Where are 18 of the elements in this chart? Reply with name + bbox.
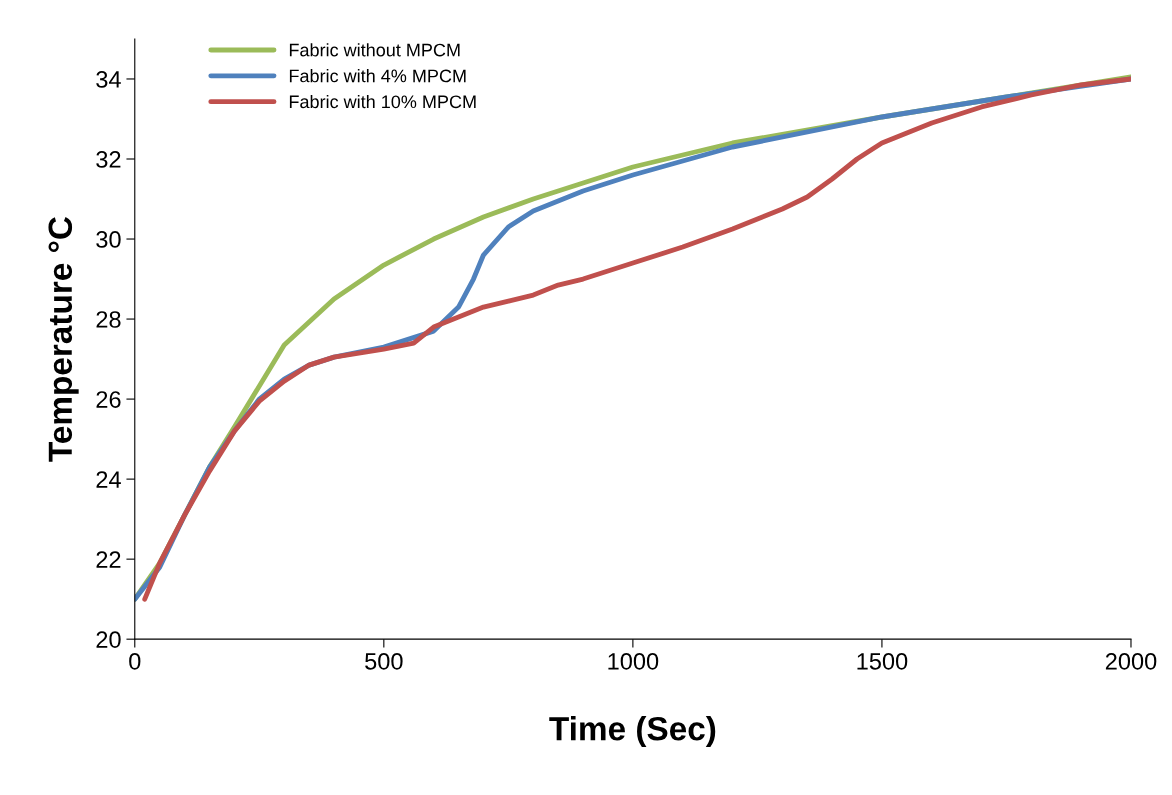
x-tick-label: 2000 (1105, 653, 1157, 670)
y-tick-label: 24 (96, 471, 121, 488)
x-tick-label: 1500 (857, 653, 908, 670)
y-tick-label: 20 (96, 631, 121, 648)
legend-label: Fabric with 4% MPCM (289, 69, 466, 83)
y-tick-label: 34 (96, 71, 121, 88)
y-tick-label: 32 (96, 151, 121, 168)
y-axis-title: Temperature °C (48, 216, 79, 462)
x-axis-title: Time (Sec) (549, 716, 716, 748)
x-tick-label: 500 (365, 653, 403, 670)
y-tick-label: 30 (96, 231, 121, 248)
legend-label: Fabric with 10% MPCM (289, 94, 476, 109)
y-tick-label: 22 (96, 551, 121, 568)
x-tick-label: 0 (129, 653, 141, 670)
y-tick-label: 28 (96, 311, 121, 328)
y-tick-label: 26 (96, 391, 121, 408)
x-tick-label: 1000 (608, 653, 659, 670)
legend-label: Fabric without MPCM (289, 43, 460, 57)
